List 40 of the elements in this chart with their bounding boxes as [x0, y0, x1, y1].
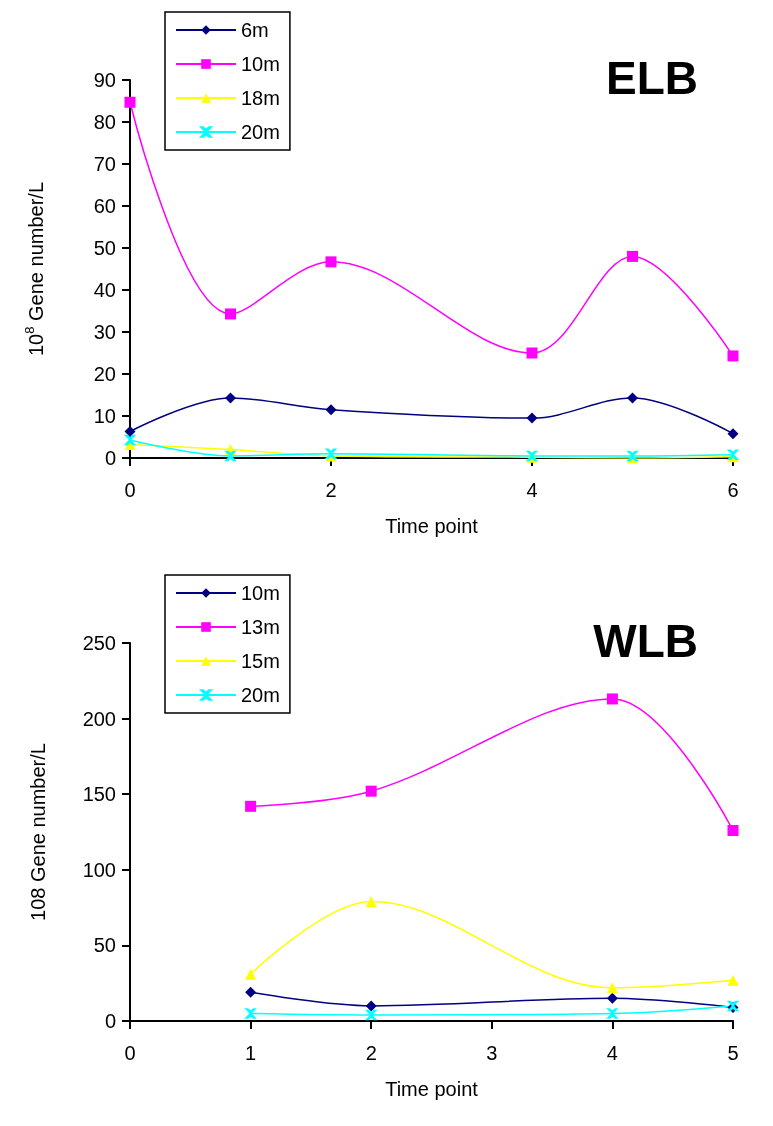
x-tick-label: 3: [486, 1042, 498, 1064]
y-tick-label: 200: [82, 707, 116, 730]
y-tick-label: 100: [82, 858, 116, 881]
x-axis-title: Time point: [385, 515, 479, 537]
y-tick-label: 70: [93, 153, 116, 175]
legend-label: 20m: [241, 121, 280, 143]
x-tick-label: 4: [606, 1042, 618, 1064]
y-tick-label: 50: [93, 934, 116, 957]
legend-label: 10m: [241, 582, 280, 604]
y-axis-title: 108 Gene number/L: [27, 743, 49, 921]
legend-label: 15m: [241, 650, 280, 672]
y-tick-label: 50: [93, 237, 116, 259]
x-tick-label: 0: [124, 1042, 136, 1064]
legend-label: 6m: [241, 19, 269, 41]
x-tick-label: 6: [727, 479, 739, 501]
y-tick-label: 250: [82, 632, 116, 654]
legend-label: 13m: [241, 616, 280, 638]
y-tick-label: 90: [93, 69, 116, 91]
x-tick-label: 2: [365, 1042, 377, 1064]
x-tick-label: 4: [526, 479, 538, 501]
y-tick-label: 10: [93, 405, 116, 427]
y-axis-title: 108 Gene number/L: [22, 182, 47, 357]
x-tick-label: 5: [727, 1042, 739, 1064]
x-tick-label: 0: [124, 479, 136, 501]
legend-label: 20m: [241, 684, 280, 706]
y-tick-label: 40: [93, 279, 116, 301]
y-tick-label: 60: [93, 195, 116, 217]
y-tick-label: 20: [93, 363, 116, 385]
y-tick-label: 80: [93, 111, 116, 133]
x-tick-label: 1: [245, 1042, 257, 1064]
x-axis-title: Time point: [385, 1078, 479, 1100]
legend-label: 10m: [241, 53, 280, 75]
chart-title: ELB: [606, 52, 698, 104]
legend-label: 18m: [241, 87, 280, 109]
x-tick-label: 2: [325, 479, 337, 501]
y-tick-label: 0: [104, 1010, 116, 1032]
y-tick-label: 150: [82, 783, 116, 806]
y-tick-label: 0: [104, 447, 116, 469]
y-tick-label: 30: [93, 321, 116, 343]
chart-title: WLB: [593, 615, 699, 667]
